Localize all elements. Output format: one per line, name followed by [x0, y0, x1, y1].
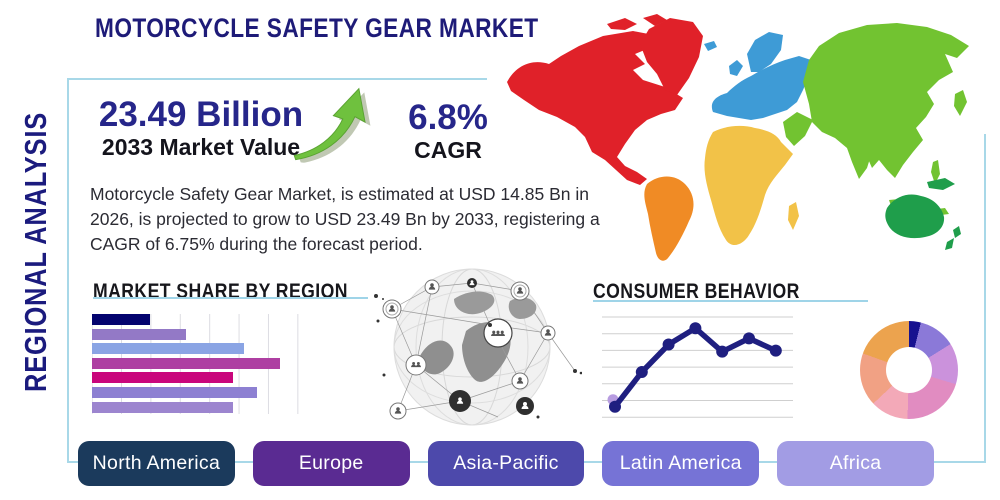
market-share-bar-5	[92, 386, 258, 398]
market-share-bar-1	[92, 328, 186, 340]
continent-north-america	[507, 31, 683, 185]
region-button-europe[interactable]: Europe	[252, 441, 410, 486]
market-share-bar-0	[92, 314, 151, 325]
new-zealand	[945, 226, 961, 250]
greenland	[640, 18, 703, 95]
region-button-north-america[interactable]: North America	[78, 441, 235, 486]
market-share-bar-2	[92, 343, 245, 355]
region-button-asia-pacific[interactable]: Asia-Pacific	[427, 441, 585, 486]
island-arctic-1	[607, 18, 637, 30]
iceland	[704, 41, 717, 51]
europe-mainland	[711, 56, 811, 120]
cagr-stat: 6.8% CAGR	[398, 98, 498, 163]
globe-network-graphic	[376, 268, 582, 426]
frame-border-right	[984, 134, 986, 463]
cagr-number: 6.8%	[408, 98, 488, 137]
market-share-bar-6	[92, 401, 233, 413]
market-share-bar-4	[92, 372, 233, 384]
world-map	[507, 14, 969, 261]
cagr-label: CAGR	[414, 136, 482, 163]
consumer-behavior-underline	[593, 300, 868, 302]
region-donut-chart	[860, 321, 958, 419]
region-button-africa[interactable]: Africa	[777, 441, 934, 486]
market-value-label: 2033 Market Value	[101, 133, 301, 160]
british-isles	[729, 60, 743, 76]
region-button-latin-america[interactable]: Latin America	[602, 441, 760, 486]
section-title-market-share: MARKET SHARE BY REGION	[93, 280, 348, 303]
australia	[885, 194, 945, 239]
market-value-stat: 23.49 Billion 2033 Market Value	[86, 95, 316, 160]
scandinavia	[747, 32, 783, 72]
sidebar-vertical-label: REGIONAL ANALYSIS	[18, 112, 53, 392]
market-value-number: 23.49 Billion	[98, 95, 304, 134]
consumer-behavior-line-chart	[602, 316, 793, 418]
page-title: MOTORCYCLE SAFETY GEAR MARKET	[95, 13, 623, 44]
continent-africa	[704, 125, 793, 246]
frame-border-left	[67, 78, 69, 463]
market-share-bar-chart	[92, 314, 308, 414]
growth-arrow-icon	[288, 77, 387, 172]
page-title-text: MOTORCYCLE SAFETY GEAR MARKET	[95, 13, 539, 43]
market-description: Motorcycle Safety Gear Market, is estima…	[90, 184, 600, 254]
japan	[954, 90, 967, 116]
frame-border-top	[67, 78, 487, 80]
continent-asia	[803, 23, 969, 179]
continent-south-america	[644, 176, 694, 261]
market-share-underline	[93, 294, 378, 299]
madagascar	[788, 202, 799, 230]
region-button-row: North America Europe Asia-Pacific Latin Ame…	[78, 441, 934, 486]
middle-east	[783, 112, 813, 146]
new-guinea	[927, 178, 955, 190]
market-share-bar-3	[92, 357, 280, 369]
section-title-consumer-behavior: CONSUMER BEHAVIOR	[593, 280, 800, 303]
philippines	[931, 160, 940, 184]
